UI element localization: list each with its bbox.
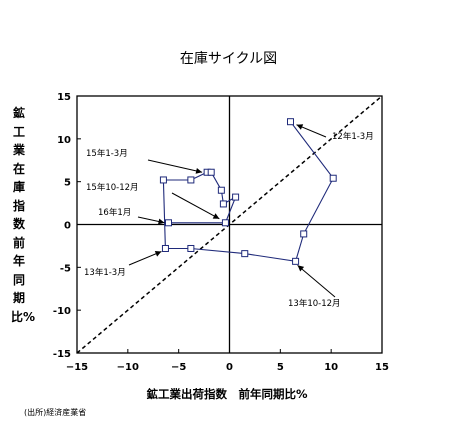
x-axis-label: 鉱工業出荷指数 前年同期比% bbox=[146, 387, 308, 401]
reference-45-line bbox=[76, 95, 383, 354]
data-point bbox=[287, 118, 294, 126]
annotation-label: 12年1-3月 bbox=[332, 131, 374, 142]
x-tick-label: −10 bbox=[117, 362, 139, 373]
x-tick-label: 0 bbox=[226, 362, 233, 373]
source-note: (出所)経済産業省 bbox=[24, 408, 87, 417]
annotation-arrowhead bbox=[212, 213, 220, 219]
annotation-label: 15年1-3月 bbox=[86, 148, 128, 159]
chart-title: 在庫サイクル図 bbox=[179, 51, 278, 67]
data-point bbox=[219, 200, 227, 208]
data-point bbox=[300, 230, 308, 238]
x-tick-label: 15 bbox=[375, 362, 389, 373]
y-tick-label: -5 bbox=[60, 263, 71, 274]
x-tick-label: 10 bbox=[324, 362, 338, 373]
series-line bbox=[162, 121, 334, 262]
data-point bbox=[292, 257, 300, 265]
y-tick-label: 15 bbox=[57, 92, 71, 103]
annotation-arrow bbox=[147, 159, 203, 173]
data-point bbox=[217, 186, 225, 194]
data-point bbox=[221, 219, 229, 227]
y-tick-label: 5 bbox=[64, 178, 71, 189]
x-tick-label: 5 bbox=[277, 362, 284, 373]
annotation-arrow bbox=[171, 192, 220, 220]
annotation-arrowhead bbox=[195, 168, 203, 174]
data-point bbox=[241, 250, 249, 258]
y-tick-label: 10 bbox=[57, 135, 71, 146]
annotation-arrowhead bbox=[297, 265, 305, 272]
data-point bbox=[207, 168, 215, 176]
annotation-arrowhead bbox=[158, 218, 165, 225]
y-tick-label: -15 bbox=[53, 349, 71, 360]
annotation-label: 15年10-12月 bbox=[86, 182, 139, 193]
annotation-label: 13年1-3月 bbox=[84, 267, 126, 278]
annotation-arrowhead bbox=[296, 124, 304, 130]
data-point bbox=[161, 244, 169, 252]
data-point bbox=[159, 176, 167, 184]
data-point bbox=[187, 244, 195, 252]
data-point bbox=[329, 174, 337, 182]
annotation-label: 16年1月 bbox=[98, 207, 131, 218]
annotation-label: 13年10-12月 bbox=[288, 298, 341, 309]
y-tick-label: -10 bbox=[53, 306, 71, 317]
annotation-arrow bbox=[297, 264, 336, 298]
x-tick-label: −5 bbox=[171, 362, 186, 373]
data-point bbox=[187, 176, 195, 184]
y-tick-label: 0 bbox=[64, 221, 71, 232]
x-tick-label: −15 bbox=[66, 362, 88, 373]
data-point bbox=[232, 193, 240, 201]
annotation-arrowhead bbox=[154, 251, 162, 257]
data-point bbox=[165, 219, 172, 227]
